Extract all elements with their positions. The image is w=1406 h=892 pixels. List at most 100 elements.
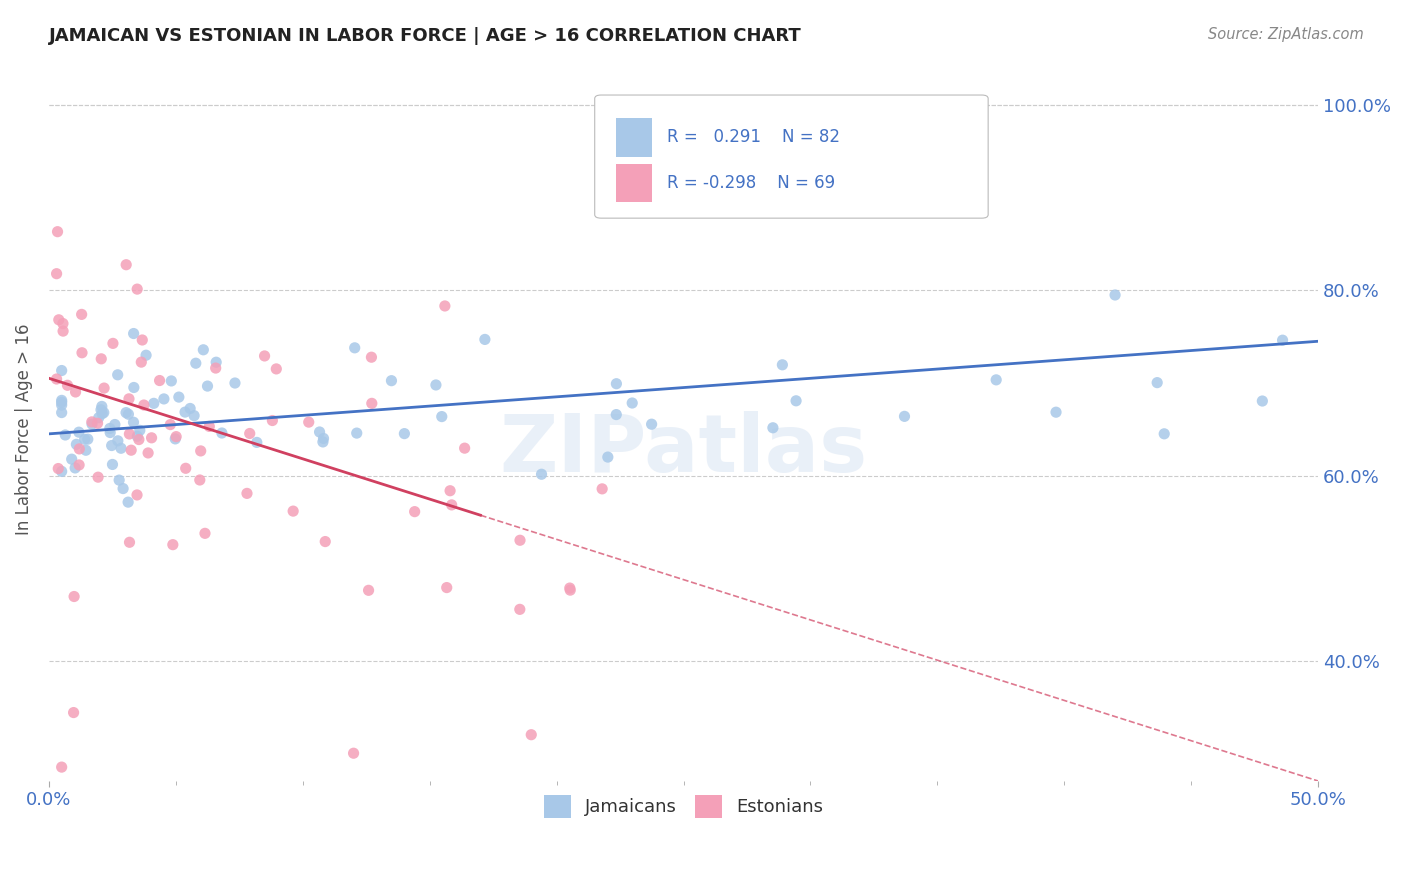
- Point: [360, 350, 382, 364]
- Point: [118, 427, 141, 442]
- Point: [93, 381, 115, 395]
- Point: [107, 368, 129, 382]
- Point: [204, 361, 226, 376]
- Point: [101, 458, 124, 472]
- Point: [253, 349, 276, 363]
- Point: [346, 426, 368, 441]
- Point: [132, 398, 155, 412]
- Point: [360, 396, 382, 410]
- Point: [308, 425, 330, 439]
- Point: [51, 393, 73, 408]
- Point: [67, 442, 90, 456]
- Point: [1146, 376, 1168, 390]
- Point: [75, 443, 97, 458]
- Point: [117, 495, 139, 509]
- Point: [128, 423, 150, 437]
- Point: [380, 374, 402, 388]
- Point: [135, 348, 157, 362]
- Point: [87, 470, 110, 484]
- Point: [125, 488, 148, 502]
- Point: [98, 425, 121, 440]
- Text: JAMAICAN VS ESTONIAN IN LABOR FORCE | AGE > 16 CORRELATION CHART: JAMAICAN VS ESTONIAN IN LABOR FORCE | AG…: [49, 27, 801, 45]
- Point: [122, 415, 145, 429]
- Point: [141, 431, 163, 445]
- Point: [67, 425, 90, 440]
- Point: [266, 362, 288, 376]
- Point: [93, 405, 115, 419]
- Point: [591, 482, 613, 496]
- Point: [162, 538, 184, 552]
- Point: [65, 384, 87, 399]
- Point: [520, 728, 543, 742]
- Point: [558, 581, 581, 595]
- Point: [159, 417, 181, 432]
- Point: [440, 498, 463, 512]
- Point: [115, 258, 138, 272]
- Point: [165, 430, 187, 444]
- Point: [198, 419, 221, 434]
- Point: [236, 486, 259, 500]
- Point: [312, 432, 335, 446]
- Point: [262, 413, 284, 427]
- Point: [621, 396, 644, 410]
- Point: [893, 409, 915, 424]
- Point: [986, 373, 1008, 387]
- Point: [52, 317, 75, 331]
- Point: [194, 526, 217, 541]
- Point: [298, 415, 321, 429]
- Point: [165, 432, 187, 446]
- Point: [357, 583, 380, 598]
- Point: [509, 533, 531, 548]
- Point: [70, 345, 93, 359]
- Point: [52, 324, 75, 338]
- Point: [142, 396, 165, 410]
- Point: [312, 434, 335, 449]
- Point: [453, 441, 475, 455]
- Point: [205, 355, 228, 369]
- Point: [314, 534, 336, 549]
- Point: [211, 425, 233, 440]
- Point: [131, 333, 153, 347]
- Point: [404, 505, 426, 519]
- Point: [107, 434, 129, 448]
- Point: [183, 409, 205, 423]
- Point: [90, 400, 112, 414]
- Point: [62, 706, 84, 720]
- Point: [193, 343, 215, 357]
- Point: [67, 458, 90, 472]
- Point: [73, 432, 96, 446]
- Point: [190, 444, 212, 458]
- Point: [605, 376, 627, 391]
- Point: [65, 437, 87, 451]
- Point: [122, 380, 145, 394]
- Point: [45, 267, 67, 281]
- Point: [118, 535, 141, 549]
- Point: [51, 406, 73, 420]
- Point: [770, 358, 793, 372]
- Point: [283, 504, 305, 518]
- Point: [153, 392, 176, 406]
- Point: [115, 406, 138, 420]
- Point: [101, 336, 124, 351]
- Point: [174, 405, 197, 419]
- Point: [98, 421, 121, 435]
- Text: ZIPatlas: ZIPatlas: [499, 411, 868, 490]
- Point: [108, 473, 131, 487]
- Point: [425, 378, 447, 392]
- Point: [110, 442, 132, 456]
- Point: [100, 438, 122, 452]
- Point: [80, 415, 103, 429]
- Point: [127, 282, 149, 296]
- Point: [51, 363, 73, 377]
- Point: [605, 408, 627, 422]
- FancyBboxPatch shape: [595, 95, 988, 219]
- Point: [76, 432, 98, 446]
- Point: [560, 583, 582, 598]
- Point: [197, 379, 219, 393]
- Point: [60, 452, 83, 467]
- Point: [1271, 333, 1294, 347]
- FancyBboxPatch shape: [616, 118, 652, 157]
- Point: [112, 482, 135, 496]
- Point: [188, 473, 211, 487]
- Point: [129, 355, 152, 369]
